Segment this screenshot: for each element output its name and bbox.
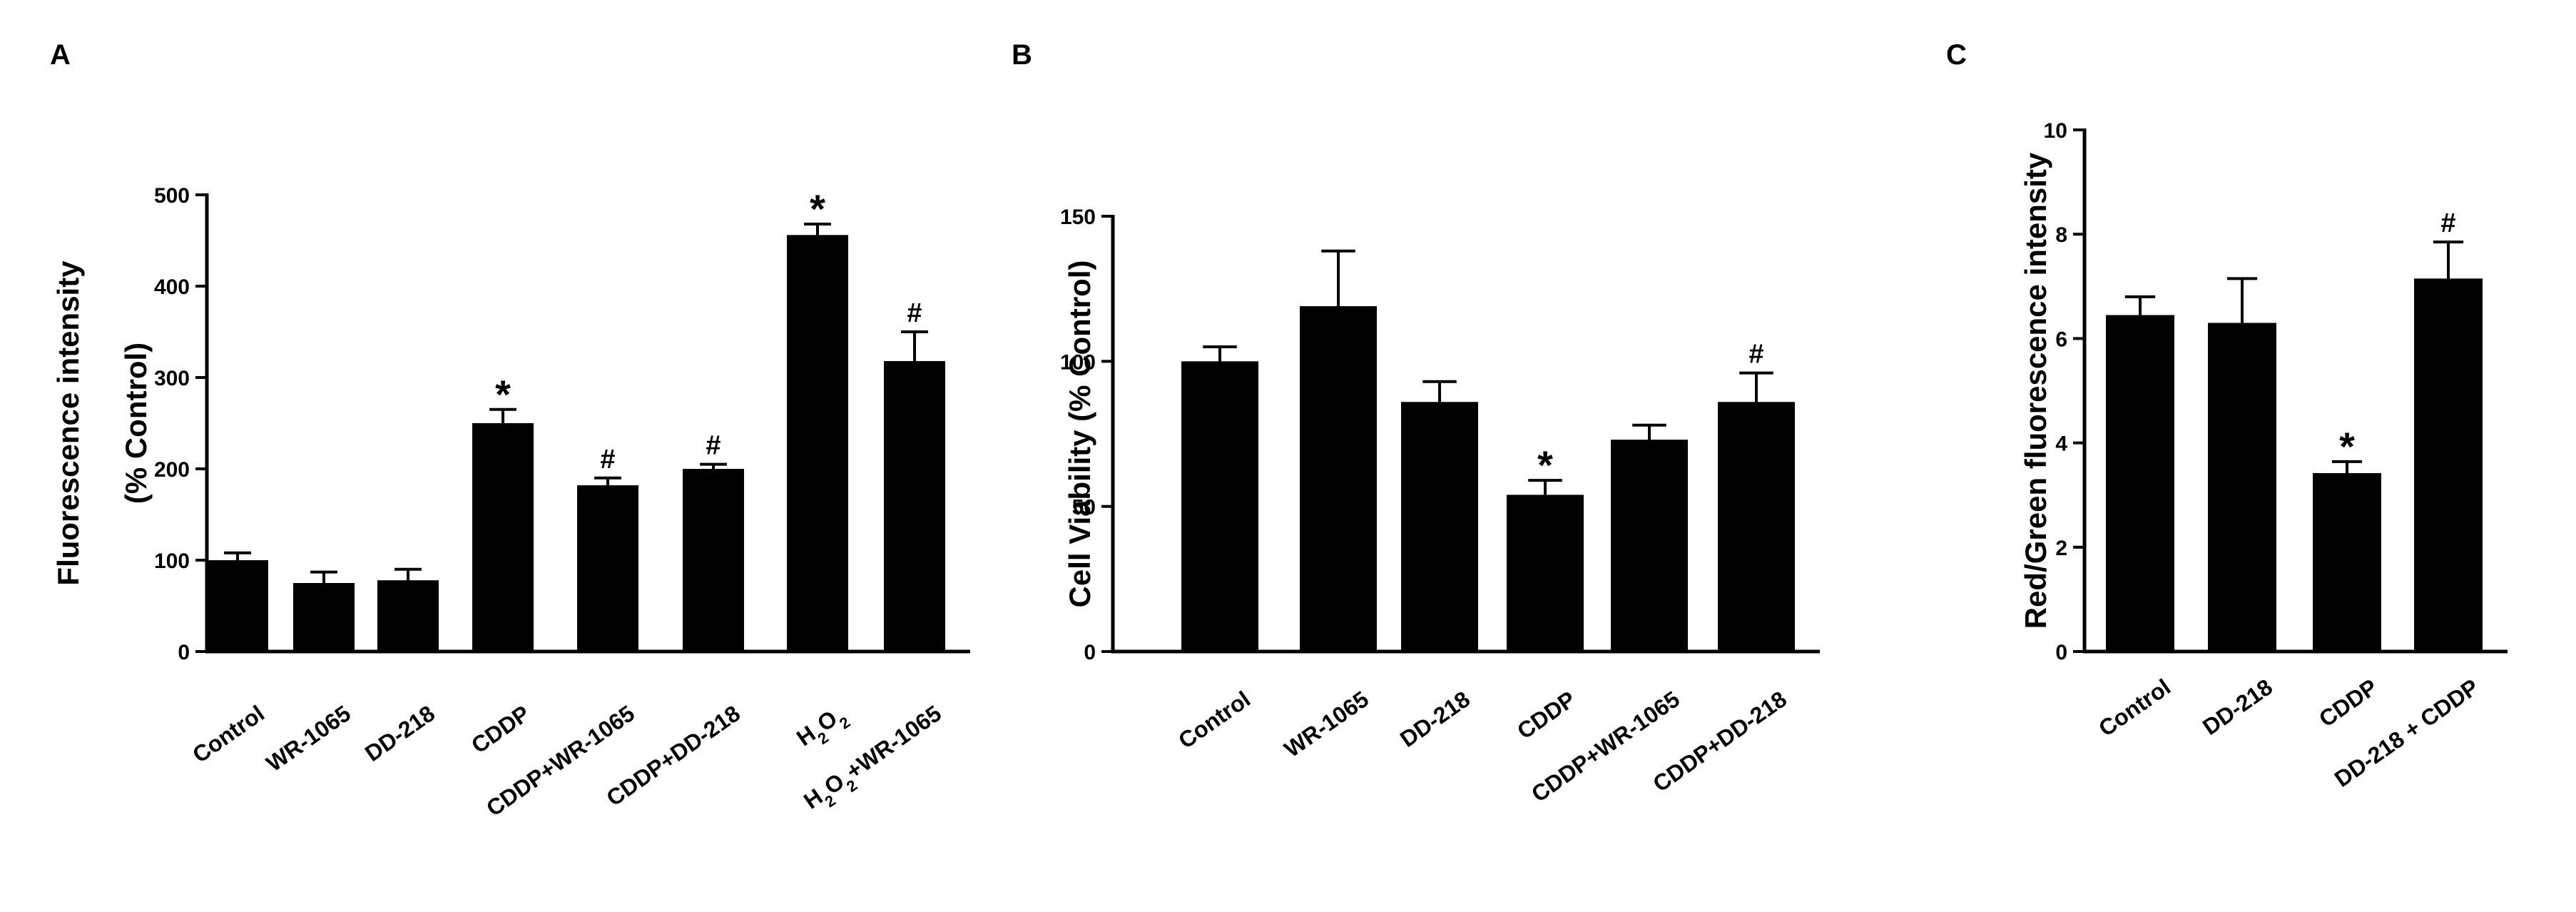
panel-b-category-label: WR-1065 bbox=[1280, 686, 1373, 762]
panel-c-ytick-label: 0 bbox=[2055, 641, 2067, 664]
panel-b-ytick-label: 150 bbox=[1060, 206, 1096, 229]
panel-c-ytick-label: 8 bbox=[2055, 223, 2067, 247]
panel-a-significance-mark: # bbox=[907, 298, 922, 328]
panel-a-bar bbox=[472, 423, 534, 652]
panel-b-category-label: DD-218 bbox=[1395, 686, 1475, 752]
panel-b-significance-mark: # bbox=[1748, 340, 1763, 370]
panel-label-a: A bbox=[50, 39, 71, 71]
panel-label-c: C bbox=[1946, 39, 1967, 71]
panel-b-bar bbox=[1401, 402, 1478, 652]
panel-a-ytick-label: 100 bbox=[154, 549, 190, 573]
panel-c-bar bbox=[2106, 315, 2174, 652]
panel-a-significance-mark: # bbox=[600, 445, 615, 475]
panel-b-ytick-label: 100 bbox=[1060, 350, 1096, 374]
panel-c-category-label: CDDP bbox=[2314, 674, 2382, 731]
panel-a-significance-mark: # bbox=[706, 431, 721, 461]
panel-b-category-label: Control bbox=[1174, 686, 1255, 754]
panel-c-ytick-label: 6 bbox=[2055, 328, 2067, 351]
panel-b-significance-mark: * bbox=[1537, 442, 1553, 487]
panel-a-category-label: DD-218 bbox=[360, 700, 439, 766]
panel-c-significance-mark: * bbox=[2339, 424, 2355, 469]
panel-b-bar bbox=[1181, 361, 1258, 652]
panel-a-bar bbox=[207, 560, 268, 652]
panel-a-bar bbox=[884, 360, 945, 652]
panel-a-bar bbox=[683, 469, 744, 652]
panel-a-ytick-label: 200 bbox=[154, 458, 190, 482]
panel-b-ytick-label: 0 bbox=[1084, 641, 1096, 664]
panel-a-category-label: CDDP bbox=[467, 700, 534, 758]
panel-a-bar bbox=[577, 485, 638, 652]
panel-a-significance-mark: * bbox=[495, 372, 511, 417]
panel-b-bar bbox=[1718, 402, 1795, 652]
panel-c-ytick-label: 10 bbox=[2044, 119, 2067, 143]
panel-a-ytick-label: 400 bbox=[154, 275, 190, 299]
panel-c-ytick-label: 4 bbox=[2055, 432, 2067, 456]
panel-c-significance-mark: # bbox=[2440, 208, 2455, 238]
panel-c-bar bbox=[2414, 278, 2483, 652]
panel-a-category-label: WR-1065 bbox=[262, 700, 355, 776]
panel-a-bar bbox=[377, 580, 439, 652]
panel-a-y-axis-label: (% Control) bbox=[119, 343, 153, 504]
panel-b-y-axis-label: Cell Viability (% Control) bbox=[1063, 260, 1096, 608]
panel-a-category-label: Control bbox=[188, 700, 269, 768]
panel-a-ytick-label: 500 bbox=[154, 184, 190, 208]
panel-a-ytick-label: 300 bbox=[154, 367, 190, 390]
panel-c-bar bbox=[2313, 472, 2381, 652]
panel-b-ytick-label: 50 bbox=[1072, 496, 1096, 520]
panel-a-significance-mark: * bbox=[810, 186, 825, 231]
panel-a-ytick-label: 0 bbox=[178, 641, 190, 664]
panel-label-b: B bbox=[1012, 39, 1032, 71]
panel-c-ytick-label: 2 bbox=[2055, 537, 2067, 560]
panel-c-category-label: Control bbox=[2094, 674, 2175, 741]
panel-c-y-axis-label: Red/Green fluorescence intensity bbox=[2019, 152, 2052, 629]
panel-c-category-label: DD-218 bbox=[2198, 674, 2277, 740]
panel-b-bar bbox=[1507, 495, 1584, 652]
panel-b-bar bbox=[1611, 440, 1688, 652]
panel-a-category-label: H2O2 bbox=[792, 700, 853, 757]
panel-c-bar bbox=[2208, 323, 2276, 652]
panel-a-y-axis-label: Fluorescence intensity bbox=[51, 260, 85, 586]
panel-a-bar bbox=[787, 235, 848, 652]
panel-b-category-label: CDDP bbox=[1512, 686, 1580, 744]
panel-b-bar bbox=[1300, 306, 1377, 652]
panel-a-bar bbox=[293, 583, 355, 652]
